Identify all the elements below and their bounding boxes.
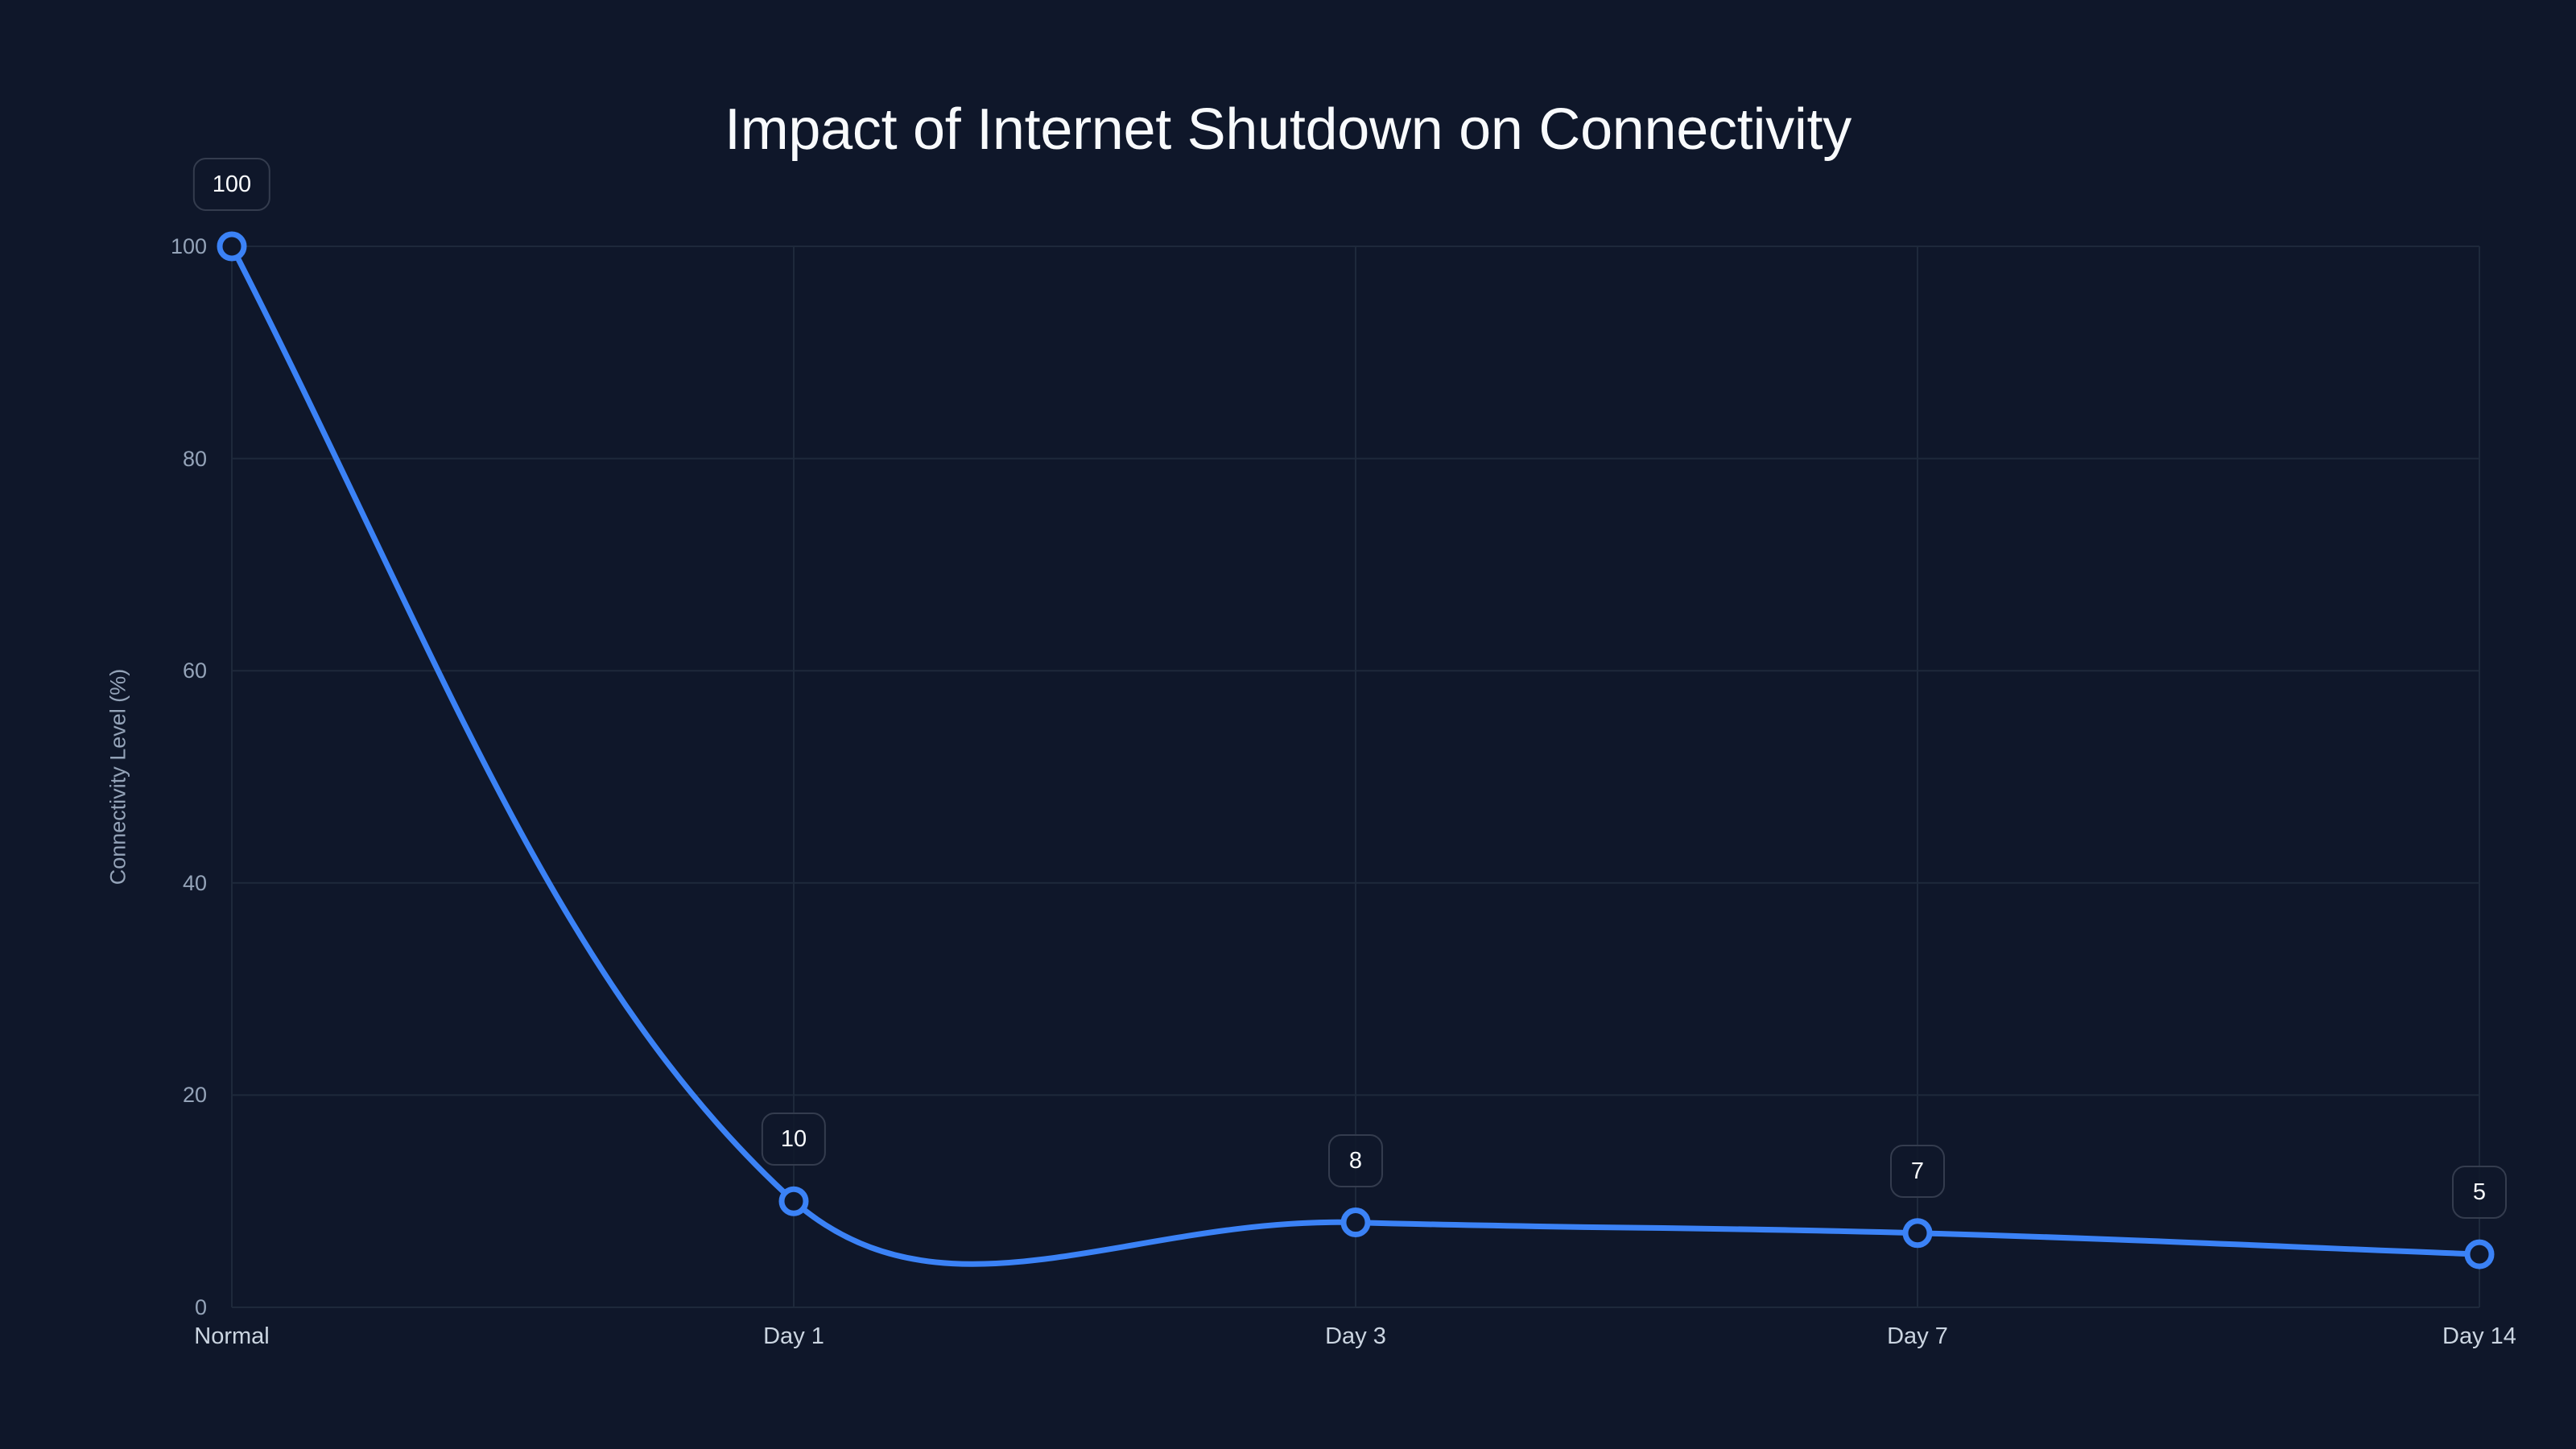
x-tick-label: Normal: [194, 1323, 270, 1349]
x-tick-label: Day 7: [1887, 1323, 1948, 1349]
data-label: 7: [1890, 1144, 1945, 1198]
series-line-connectivity: [229, 243, 2483, 1267]
x-tick-label: Day 1: [763, 1323, 824, 1349]
y-tick-label: 40: [182, 870, 207, 895]
data-point-marker[interactable]: [217, 231, 247, 262]
data-point-marker[interactable]: [1340, 1208, 1371, 1238]
y-tick-label: 80: [182, 446, 207, 471]
y-axis-title: Connectivity Level (%): [105, 668, 130, 886]
x-tick-label: Day 14: [2442, 1323, 2516, 1349]
y-tick-label: 0: [194, 1295, 207, 1319]
data-label: 8: [1328, 1133, 1383, 1187]
x-tick-label: Day 3: [1325, 1323, 1386, 1349]
data-label: 10: [761, 1113, 827, 1166]
y-tick-label: 20: [182, 1083, 207, 1108]
y-tick-label: 100: [170, 234, 207, 258]
data-label: 100: [192, 158, 271, 211]
data-point-marker[interactable]: [778, 1186, 809, 1216]
chart-title: Impact of Internet Shutdown on Connectiv…: [724, 97, 1852, 162]
gridlines: [231, 246, 2480, 1308]
data-label: 5: [2452, 1166, 2507, 1220]
data-point-marker[interactable]: [1902, 1218, 1933, 1249]
y-tick-label: 60: [182, 658, 207, 683]
data-markers: [217, 231, 2495, 1269]
data-point-marker[interactable]: [2464, 1239, 2495, 1269]
